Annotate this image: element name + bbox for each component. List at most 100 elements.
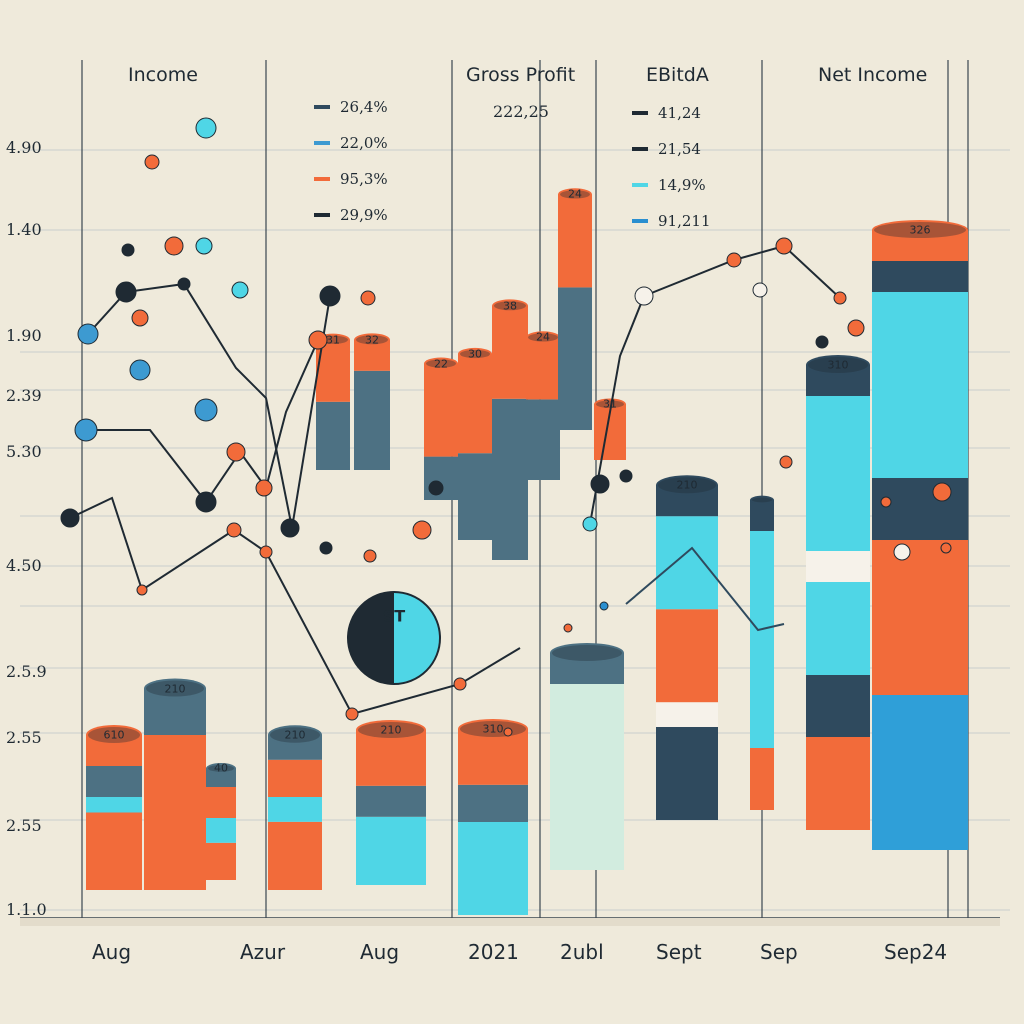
bar-cap	[424, 357, 458, 370]
y-tick-label: 2.5.9	[6, 662, 47, 681]
scatter-point	[74, 418, 98, 442]
bar-segment	[656, 727, 718, 820]
panel-title-gross-profit: Gross Profit	[466, 64, 576, 86]
bar-cap-shade	[208, 765, 234, 772]
scatter-point	[752, 282, 768, 298]
panel-value: 222,25	[493, 102, 549, 121]
bar-value-label: 310	[482, 722, 504, 736]
bar-segment	[872, 695, 968, 850]
scatter-point	[195, 237, 213, 255]
scatter-point	[131, 309, 149, 327]
legend-swatch	[632, 147, 648, 151]
scatter-point	[77, 323, 99, 345]
bar-value-label: 210	[284, 728, 306, 742]
bar	[424, 357, 458, 500]
x-tick-label: Aug	[360, 940, 400, 964]
bar-segment	[268, 759, 322, 797]
y-tick-label: 2.39	[6, 386, 42, 405]
scatter-point	[194, 398, 218, 422]
bar-segment	[86, 797, 142, 813]
y-tick-label: 4.90	[6, 138, 42, 157]
bar-segment	[206, 842, 236, 880]
x-tick-label: Sep24	[884, 940, 948, 964]
scatter-point	[779, 455, 793, 469]
trend-line	[86, 339, 319, 504]
bar-cap	[806, 355, 870, 375]
bar	[354, 333, 390, 470]
scatter-point	[319, 285, 341, 307]
bars	[86, 188, 968, 915]
bar-value-label: 31	[326, 333, 340, 347]
bar-segment	[750, 748, 774, 810]
bar-segment	[268, 797, 322, 822]
bar-cap	[86, 725, 142, 745]
bar-segment	[872, 540, 968, 695]
bar-segment	[492, 398, 528, 560]
scatter-point	[940, 542, 952, 554]
scatter-point	[259, 545, 273, 559]
legend-label: 95,3%	[340, 170, 388, 188]
legend-item: 91,211	[632, 212, 711, 230]
bar-cap	[354, 333, 390, 347]
bar-value-label: 24	[568, 187, 582, 201]
scatter-point	[144, 154, 160, 170]
scatter-point	[226, 522, 242, 538]
scatter-point	[815, 335, 829, 349]
scatter-point	[503, 727, 513, 737]
bar-cap	[268, 725, 322, 745]
panel-title-net-income: Net Income	[818, 64, 928, 86]
bar-segment	[806, 737, 870, 830]
badge-right	[394, 592, 440, 684]
legend-swatch	[632, 219, 648, 223]
legend-label: 29,9%	[340, 206, 388, 224]
scatter-point	[129, 359, 151, 381]
scatter-points	[60, 117, 952, 737]
x-tick-label: Aug	[92, 940, 132, 964]
bar-cap	[558, 188, 592, 201]
legend-label: 91,211	[658, 212, 711, 230]
legend-swatch	[314, 177, 330, 181]
bar-cap	[144, 678, 206, 699]
bar	[356, 720, 426, 885]
scatter-point	[428, 480, 444, 496]
legend-swatch	[314, 213, 330, 217]
legend-label: 41,24	[658, 104, 701, 122]
trend-line	[625, 546, 785, 632]
scatter-point	[932, 482, 952, 502]
scatter-point	[226, 442, 246, 462]
x-tick-label: Sep	[760, 940, 798, 964]
bar-value-label: 210	[164, 682, 186, 695]
bar-cap	[750, 495, 774, 505]
bar-segment	[526, 337, 560, 400]
bar-segment	[806, 396, 870, 551]
bar-segment	[806, 582, 870, 675]
bar	[558, 188, 592, 430]
legend-swatch	[632, 111, 648, 115]
bar-segment	[458, 822, 528, 915]
bar-value-label: 30	[468, 347, 482, 361]
scatter-point	[195, 491, 217, 513]
scatter-point	[345, 707, 359, 721]
scatter-point	[833, 291, 847, 305]
bar-cap-shade	[494, 301, 526, 311]
scatter-point	[115, 281, 137, 303]
bar-value-label: 32	[365, 333, 379, 347]
bar-cap-shade	[658, 477, 716, 494]
legend-swatch	[314, 141, 330, 145]
panel-title-ebitda: EBitdA	[646, 64, 709, 86]
y-tick-label: 2.55	[6, 728, 42, 747]
scatter-point	[893, 543, 911, 561]
bar-value-label: 31	[603, 397, 617, 411]
scatter-point	[255, 479, 273, 497]
bar-cap-shade	[552, 645, 622, 661]
scatter-point	[136, 584, 148, 596]
legend-label: 22,0%	[340, 134, 388, 152]
bar	[86, 725, 142, 890]
y-tick-label: 2.55	[6, 816, 42, 835]
legend-item: 21,54	[632, 140, 701, 158]
bar	[872, 220, 968, 850]
scatter-point	[60, 508, 80, 528]
y-tick-label: 1.90	[6, 326, 42, 345]
